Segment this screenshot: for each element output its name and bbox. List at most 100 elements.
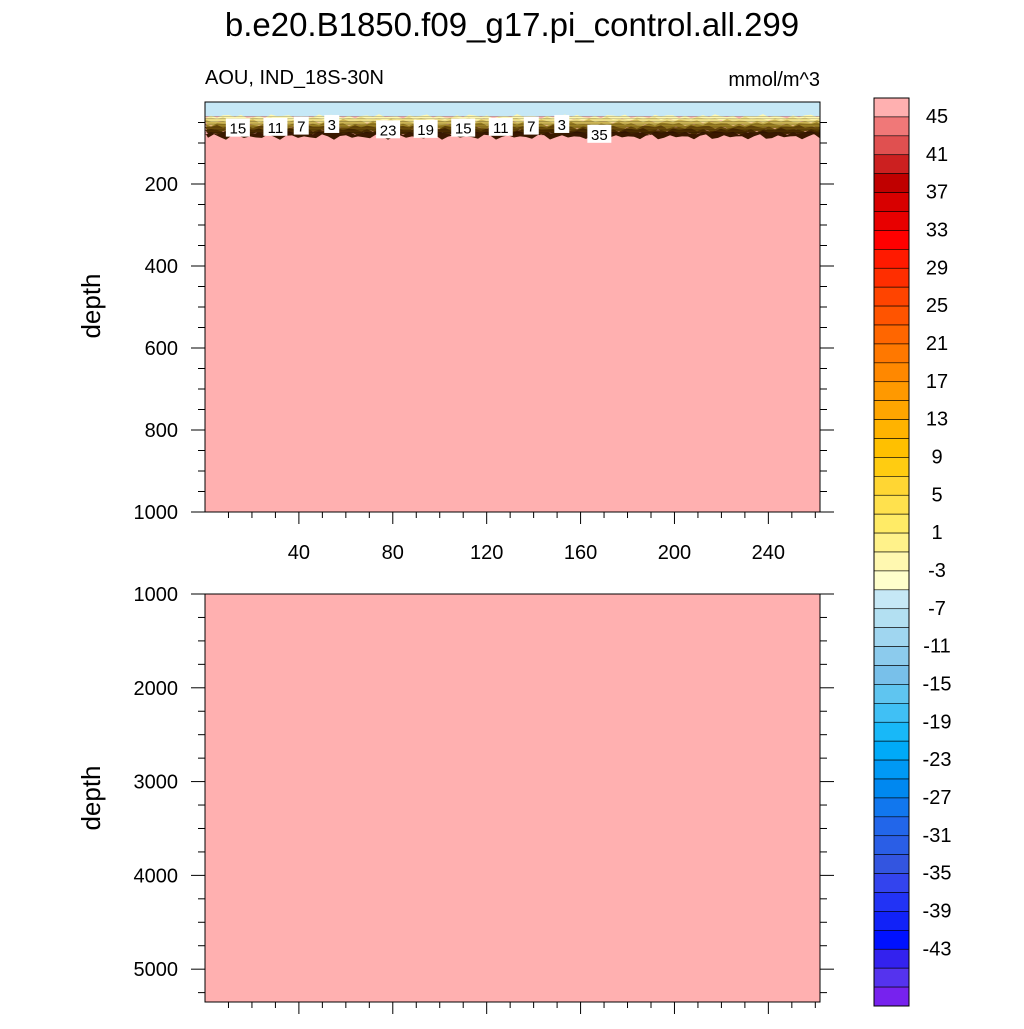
upper-x-tick-label: 240 <box>752 542 785 564</box>
colorbar-swatch <box>873 627 910 647</box>
chart-title: b.e20.B1850.f09_g17.pi_control.all.299 <box>225 6 799 43</box>
upper-contour-label-bg <box>225 118 250 137</box>
upper-contour-label: 11 <box>493 120 509 137</box>
colorbar-swatch <box>873 986 910 1007</box>
colorbar-label: -11 <box>923 636 950 658</box>
colorbar-label: 5 <box>931 484 942 506</box>
upper-x-tick-label: 80 <box>382 542 404 564</box>
colorbar-swatch <box>873 173 910 193</box>
upper-y-tick-label: 1000 <box>134 502 179 524</box>
colorbar-swatch <box>873 797 910 818</box>
upper-contour-label-bg <box>488 117 513 136</box>
colorbar-label: -39 <box>923 900 952 922</box>
colorbar-swatch <box>873 684 910 704</box>
upper-contour-label-bg <box>413 119 438 138</box>
upper-contour-label: 3 <box>328 117 336 134</box>
colorbar-swatch <box>873 911 910 931</box>
upper-y-tick-label: 400 <box>145 256 178 278</box>
colorbar-label: -31 <box>923 825 952 847</box>
upper-contour-label: 11 <box>268 120 284 137</box>
colorbar-swatch <box>873 381 910 401</box>
colorbar-swatch <box>873 192 910 212</box>
colorbar-swatch <box>873 892 910 912</box>
colorbar-swatch <box>873 116 910 137</box>
colorbar-swatch <box>873 324 910 345</box>
colorbar-swatch <box>873 362 910 383</box>
colorbar-swatch <box>873 230 910 250</box>
upper-contour-label: 7 <box>527 119 535 136</box>
colorbar-label: -27 <box>923 787 952 809</box>
upper-x-tick-label: 200 <box>658 542 691 564</box>
colorbar-swatch <box>873 930 910 950</box>
upper-contour-label: 23 <box>380 122 397 139</box>
colorbar-swatch <box>873 570 910 591</box>
upper-contour-label-bg <box>324 114 340 133</box>
colorbar-label: -15 <box>923 673 952 695</box>
colorbar-swatch <box>873 665 910 685</box>
colorbar-swatch <box>873 854 910 874</box>
upper-x-tick-label: 40 <box>288 542 310 564</box>
colorbar-swatch <box>873 721 910 742</box>
colorbar-swatch <box>873 967 910 988</box>
colorbar-swatch <box>873 305 910 326</box>
colorbar-label: 37 <box>926 182 948 204</box>
colorbar-label: -43 <box>923 938 952 960</box>
lower-y-tick-label: 3000 <box>134 772 179 794</box>
colorbar-swatch <box>873 457 910 477</box>
colorbar-swatch <box>873 249 910 269</box>
colorbar-label: 45 <box>926 106 948 128</box>
upper-x-tick-label: 160 <box>564 542 597 564</box>
colorbar-swatch <box>873 97 910 118</box>
colorbar-label: 25 <box>926 295 948 317</box>
lower-y-tick-label: 2000 <box>134 678 179 700</box>
upper-contour-label-bg <box>523 116 539 135</box>
colorbar-label: -3 <box>928 560 946 582</box>
upper-contour-label: 7 <box>297 119 305 136</box>
colorbar-swatch <box>873 286 910 307</box>
colorbar-swatch <box>873 400 910 420</box>
lower-y-tick-label: 1000 <box>134 584 179 606</box>
upper-y-tick-label: 600 <box>145 338 178 360</box>
colorbar-label: -23 <box>923 749 952 771</box>
colorbar-swatch <box>873 608 910 628</box>
upper-y-tick-label: 200 <box>145 174 178 196</box>
upper-contour-label: 35 <box>591 127 608 144</box>
colorbar-swatch <box>873 419 910 439</box>
upper-contour-label-bg <box>376 120 401 139</box>
upper-contour-label-bg <box>451 118 476 137</box>
upper-surface-band <box>205 102 820 117</box>
colorbar-label: -35 <box>923 863 952 885</box>
colorbar-label: 41 <box>926 144 948 166</box>
colorbar: 45 41 37 33 29 25 21 17 13 9 5 1 -3 -7 -11 -15 -19 -23 -27… <box>873 97 952 1007</box>
upper-x-tick-label: 120 <box>470 542 503 564</box>
colorbar-swatch <box>873 476 910 496</box>
upper-y-axis-label: depth <box>76 273 106 338</box>
colorbar-swatch <box>873 778 910 799</box>
colorbar-swatch <box>873 135 910 156</box>
lower-y-axis-label: depth <box>76 765 106 830</box>
upper-contour-label-bg <box>263 117 288 136</box>
upper-fill-area <box>205 102 820 512</box>
colorbar-swatch <box>873 703 910 723</box>
colorbar-swatch <box>873 532 910 553</box>
colorbar-swatch <box>873 211 910 231</box>
upper-contour-label: 15 <box>230 121 247 138</box>
colorbar-label: 17 <box>926 371 948 393</box>
colorbar-swatch <box>873 835 910 855</box>
lower-fill-area <box>205 594 820 1002</box>
colorbar-swatch <box>873 948 910 969</box>
colorbar-swatch <box>873 816 910 837</box>
upper-contour-label-bg <box>293 116 309 135</box>
colorbar-swatch <box>873 438 910 458</box>
colorbar-frame <box>873 97 910 1007</box>
lower-y-tick-label: 4000 <box>134 865 179 887</box>
upper-contour-label-bg <box>554 114 570 133</box>
colorbar-swatch <box>873 343 910 364</box>
colorbar-label: 1 <box>931 522 942 544</box>
colorbar-swatch <box>873 740 910 761</box>
lower-y-tick-label: 5000 <box>134 959 179 981</box>
colorbar-label: 21 <box>926 333 948 355</box>
colorbar-label: -7 <box>928 598 946 620</box>
upper-contour-label: 19 <box>417 122 434 139</box>
